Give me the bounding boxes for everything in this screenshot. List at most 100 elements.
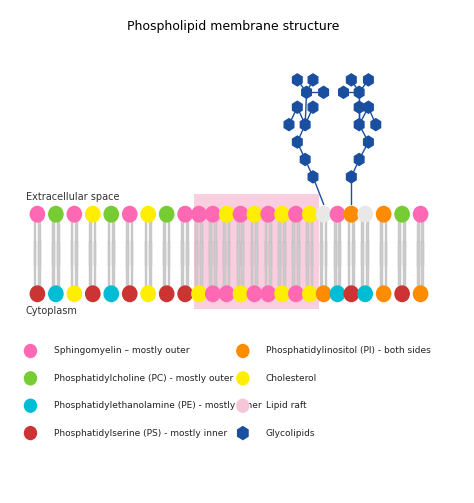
Bar <box>269 242 272 287</box>
Bar <box>108 221 110 266</box>
Circle shape <box>274 285 290 302</box>
Circle shape <box>25 345 36 358</box>
Circle shape <box>122 206 137 223</box>
Bar <box>338 221 341 266</box>
Bar <box>362 242 364 287</box>
Bar <box>269 221 272 266</box>
Bar <box>255 221 258 266</box>
Bar <box>182 221 184 266</box>
Bar <box>200 242 203 287</box>
Bar <box>241 242 244 287</box>
Circle shape <box>246 285 262 302</box>
Bar <box>251 221 254 266</box>
Bar <box>38 221 41 266</box>
Bar <box>292 221 295 266</box>
Bar <box>421 242 424 287</box>
Circle shape <box>413 206 428 223</box>
Circle shape <box>48 285 64 302</box>
Text: Lipid raft: Lipid raft <box>266 401 307 410</box>
Bar <box>163 242 166 287</box>
Bar <box>195 242 198 287</box>
Text: Phosphatidylcholine (PC) - mostly outer: Phosphatidylcholine (PC) - mostly outer <box>54 374 233 383</box>
Bar <box>108 242 110 287</box>
Circle shape <box>302 206 318 223</box>
Circle shape <box>329 206 346 223</box>
Text: Phosphatidylethanolamine (PE) - mostly inner: Phosphatidylethanolamine (PE) - mostly i… <box>54 401 261 410</box>
Bar <box>380 242 383 287</box>
Bar <box>209 221 212 266</box>
Bar <box>126 242 129 287</box>
Bar <box>94 242 97 287</box>
Bar <box>338 242 341 287</box>
Bar <box>237 242 239 287</box>
Circle shape <box>66 206 82 223</box>
Bar <box>421 221 424 266</box>
Bar <box>34 221 36 266</box>
Circle shape <box>122 285 137 302</box>
Bar <box>325 242 328 287</box>
Bar <box>352 242 355 287</box>
Circle shape <box>191 206 207 223</box>
Bar <box>168 221 170 266</box>
Bar <box>131 221 133 266</box>
Bar <box>195 221 198 266</box>
Circle shape <box>103 206 119 223</box>
Bar <box>403 242 406 287</box>
Bar <box>399 242 401 287</box>
Circle shape <box>344 285 359 302</box>
Circle shape <box>329 285 346 302</box>
Bar <box>384 221 387 266</box>
Circle shape <box>29 206 45 223</box>
Bar <box>149 242 152 287</box>
Circle shape <box>316 285 331 302</box>
Bar <box>71 242 73 287</box>
Bar <box>306 242 309 287</box>
Circle shape <box>159 285 174 302</box>
Bar <box>325 221 328 266</box>
Bar <box>352 221 355 266</box>
Circle shape <box>344 206 359 223</box>
Text: Extracellular space: Extracellular space <box>26 192 119 202</box>
Circle shape <box>177 285 193 302</box>
Bar <box>131 242 133 287</box>
Text: Phospholipid membrane structure: Phospholipid membrane structure <box>128 20 340 33</box>
Circle shape <box>219 285 235 302</box>
Bar <box>209 242 212 287</box>
Bar <box>384 242 387 287</box>
Bar <box>182 242 184 287</box>
Bar <box>417 242 419 287</box>
Circle shape <box>191 285 207 302</box>
Bar <box>38 242 41 287</box>
Bar <box>403 221 406 266</box>
Bar <box>168 242 170 287</box>
Bar <box>310 221 313 266</box>
Bar <box>89 221 92 266</box>
Bar <box>417 221 419 266</box>
Bar <box>241 221 244 266</box>
Circle shape <box>85 285 100 302</box>
Circle shape <box>85 206 100 223</box>
Bar <box>57 242 60 287</box>
Circle shape <box>376 206 392 223</box>
Circle shape <box>237 345 249 358</box>
Bar <box>306 221 309 266</box>
Circle shape <box>376 285 392 302</box>
Circle shape <box>260 285 276 302</box>
Circle shape <box>29 285 45 302</box>
Bar <box>283 221 286 266</box>
Circle shape <box>316 206 331 223</box>
Bar <box>214 221 217 266</box>
Text: Cholesterol: Cholesterol <box>266 374 317 383</box>
Bar <box>89 242 92 287</box>
Circle shape <box>103 285 119 302</box>
Circle shape <box>48 206 64 223</box>
Bar <box>200 221 203 266</box>
Circle shape <box>357 285 373 302</box>
Bar <box>347 221 350 266</box>
Text: Phosphatidylserine (PS) - mostly inner: Phosphatidylserine (PS) - mostly inner <box>54 429 227 438</box>
Circle shape <box>66 285 82 302</box>
Circle shape <box>140 285 156 302</box>
Circle shape <box>159 206 174 223</box>
Bar <box>347 242 350 287</box>
Bar <box>334 221 337 266</box>
